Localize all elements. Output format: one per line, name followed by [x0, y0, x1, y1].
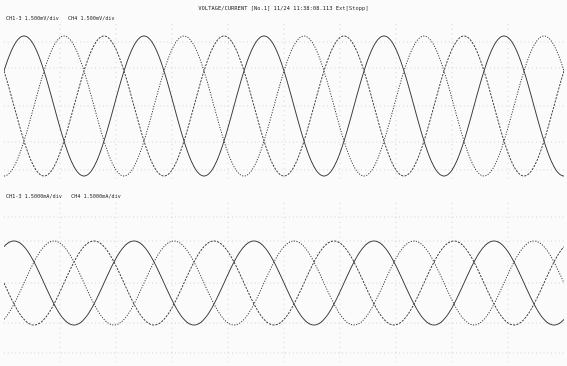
- current-ch4-label: CH4 1.5000mA/div: [71, 194, 121, 200]
- current-waveform-plot: [4, 203, 564, 363]
- current-channel-labels: CH1-3 1.5000mA/div CH4 1.5000mA/div: [6, 194, 127, 200]
- phase-trace-3: [4, 35, 564, 177]
- phase-trace-1: [4, 240, 564, 326]
- voltage-waveform-panel: [4, 24, 564, 182]
- current-ch1-3-label: CH1-3 1.5000mA/div: [6, 194, 62, 200]
- phase-trace-1: [4, 35, 564, 177]
- phase-trace-2: [4, 35, 564, 177]
- current-waveform-panel: [4, 203, 564, 363]
- voltage-ch1-3-label: CH1-3 1.500mV/div: [6, 16, 59, 22]
- phase-trace-3: [4, 240, 564, 326]
- voltage-waveform-plot: [4, 24, 564, 182]
- phase-trace-2: [4, 240, 564, 326]
- voltage-channel-labels: CH1-3 1.500mV/div CH4 1.500mV/div: [6, 16, 121, 22]
- voltage-ch4-label: CH4 1.500mV/div: [68, 16, 115, 22]
- window-title: VOLTAGE/CURRENT [No.1] 11/24 11:38:08.11…: [198, 6, 369, 12]
